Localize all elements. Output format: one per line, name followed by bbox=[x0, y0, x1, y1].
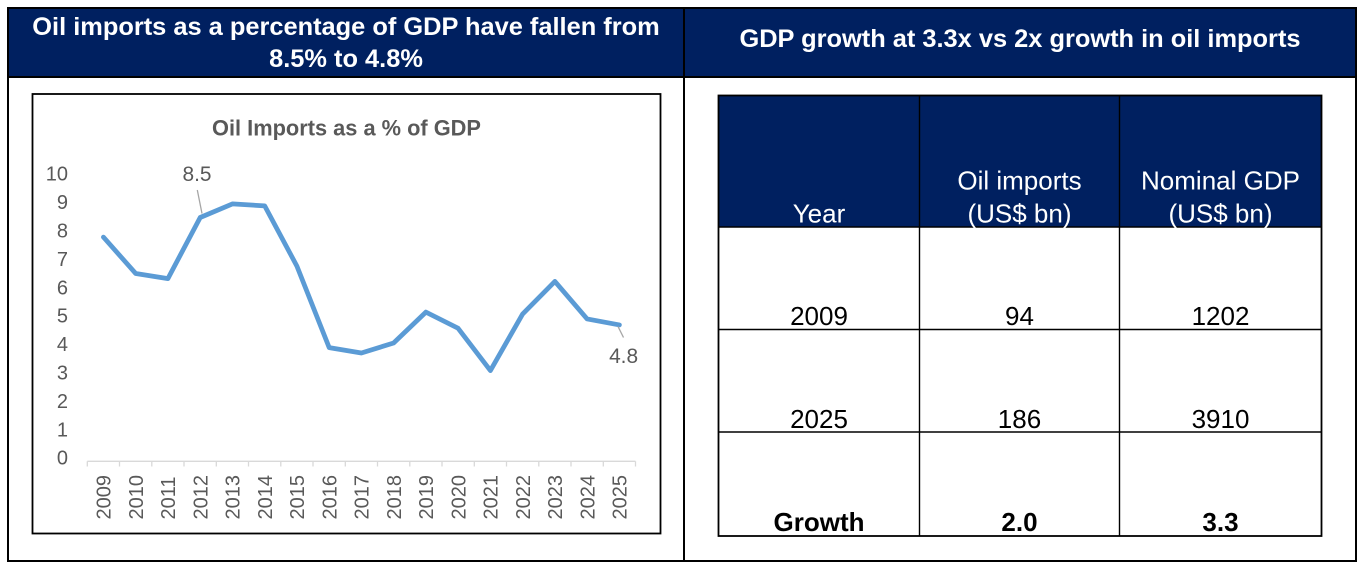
svg-text:1202: 1202 bbox=[1192, 301, 1250, 331]
svg-text:2023: 2023 bbox=[545, 475, 567, 520]
svg-text:2025: 2025 bbox=[790, 404, 848, 434]
svg-text:2022: 2022 bbox=[513, 475, 535, 520]
svg-text:5: 5 bbox=[57, 306, 68, 328]
svg-text:2012: 2012 bbox=[190, 475, 212, 520]
svg-text:2010: 2010 bbox=[126, 475, 148, 520]
svg-text:4: 4 bbox=[57, 334, 68, 356]
svg-text:Growth: Growth bbox=[774, 507, 865, 537]
svg-text:186: 186 bbox=[998, 404, 1041, 434]
svg-text:2011: 2011 bbox=[158, 476, 180, 519]
svg-text:2018: 2018 bbox=[384, 475, 406, 520]
svg-text:1: 1 bbox=[57, 419, 68, 441]
svg-text:(US$ bn): (US$ bn) bbox=[967, 198, 1071, 228]
svg-text:2.0: 2.0 bbox=[1001, 507, 1037, 537]
svg-text:2015: 2015 bbox=[287, 475, 309, 520]
svg-text:94: 94 bbox=[1005, 301, 1034, 331]
svg-text:8.5: 8.5 bbox=[182, 163, 211, 186]
svg-text:2024: 2024 bbox=[577, 475, 599, 520]
svg-text:(US$ bn): (US$ bn) bbox=[1168, 198, 1272, 228]
svg-text:7: 7 bbox=[57, 249, 68, 271]
svg-text:Oil imports: Oil imports bbox=[957, 166, 1081, 196]
svg-text:10: 10 bbox=[46, 164, 68, 186]
svg-text:2019: 2019 bbox=[416, 475, 438, 520]
svg-text:Nominal GDP: Nominal GDP bbox=[1141, 166, 1300, 196]
svg-text:9: 9 bbox=[57, 192, 68, 214]
svg-text:6: 6 bbox=[57, 277, 68, 299]
svg-text:8: 8 bbox=[57, 221, 68, 243]
svg-text:2: 2 bbox=[57, 391, 68, 413]
svg-text:2013: 2013 bbox=[223, 475, 245, 520]
svg-text:Oil imports as a percentage of: Oil imports as a percentage of GDP have … bbox=[32, 13, 659, 41]
svg-text:0: 0 bbox=[57, 448, 68, 470]
svg-text:Oil Imports as a % of GDP: Oil Imports as a % of GDP bbox=[212, 116, 481, 141]
svg-text:2020: 2020 bbox=[448, 475, 470, 520]
svg-text:2016: 2016 bbox=[319, 475, 341, 520]
svg-text:2017: 2017 bbox=[352, 475, 374, 520]
svg-text:8.5% to 4.8%: 8.5% to 4.8% bbox=[269, 45, 423, 73]
svg-text:3.3: 3.3 bbox=[1202, 507, 1238, 537]
svg-text:2014: 2014 bbox=[255, 475, 277, 520]
svg-text:3: 3 bbox=[57, 363, 68, 385]
svg-text:2021: 2021 bbox=[481, 475, 503, 520]
svg-text:Year: Year bbox=[793, 198, 846, 228]
svg-text:4.8: 4.8 bbox=[609, 345, 638, 368]
svg-text:2009: 2009 bbox=[94, 475, 116, 520]
svg-text:3910: 3910 bbox=[1192, 404, 1250, 434]
svg-text:2025: 2025 bbox=[610, 475, 632, 520]
svg-text:2009: 2009 bbox=[790, 301, 848, 331]
svg-text:GDP growth at 3.3x vs 2x growt: GDP growth at 3.3x vs 2x growth in oil i… bbox=[739, 25, 1300, 53]
